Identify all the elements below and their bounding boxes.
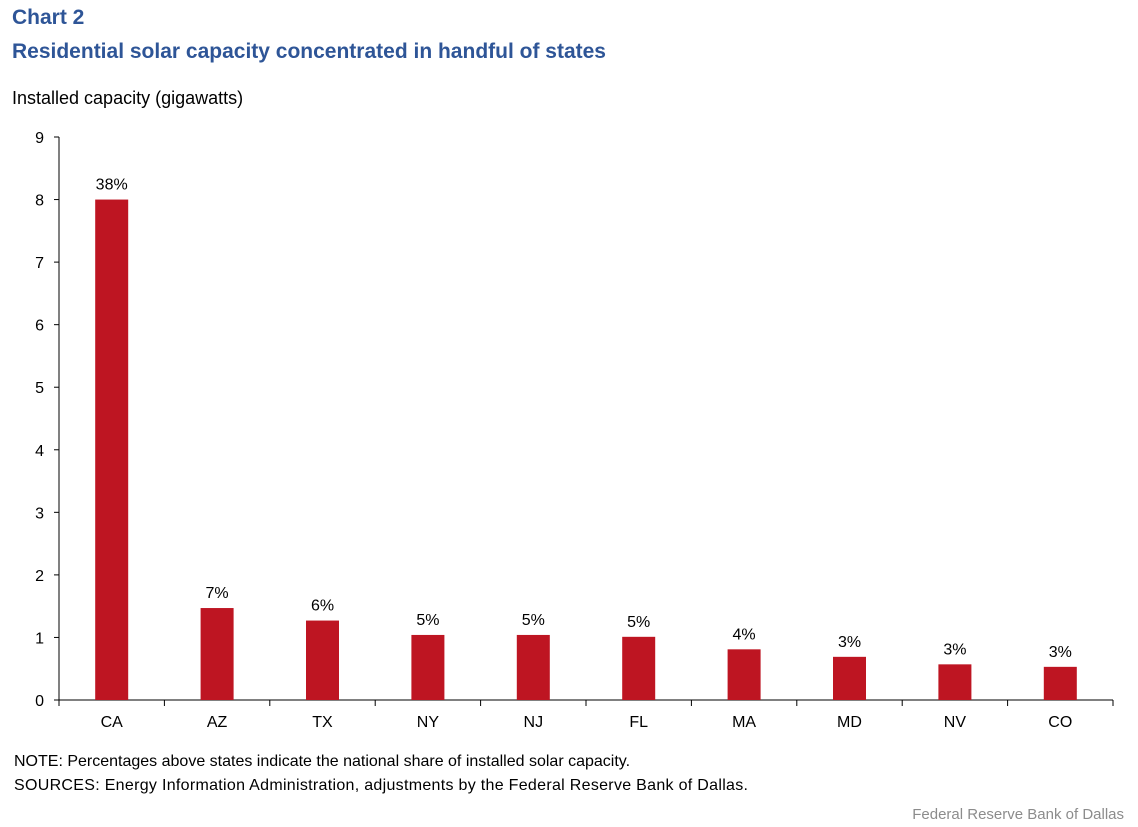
sources-text: SOURCES: Energy Information Administrati… — [14, 777, 749, 794]
bar-chart: 0 1 2 3 4 5 6 7 8 9 38% CA 7% AZ 6% TX 5% NY 5% NJ 5% FL 4% MA 3… — [35, 130, 1114, 731]
bar-co — [1043, 666, 1077, 700]
category-label-ma: MA — [732, 714, 756, 731]
y-tick-label: 9 — [35, 130, 44, 147]
category-label-md: MD — [837, 714, 862, 731]
category-label-nv: NV — [944, 714, 967, 731]
y-axis-label: Installed capacity (gigawatts) — [12, 88, 244, 108]
category-label-nj: NJ — [524, 714, 544, 731]
y-tick-label: 2 — [35, 568, 44, 585]
credit-text: Federal Reserve Bank of Dallas — [912, 806, 1124, 823]
y-tick-label: 5 — [35, 380, 44, 397]
y-tick-label: 4 — [35, 443, 44, 460]
data-label-md: 3% — [838, 634, 861, 651]
bar-nj — [516, 634, 550, 700]
category-label-fl: FL — [629, 714, 648, 731]
y-tick-label: 6 — [35, 318, 44, 335]
y-tick-label: 8 — [35, 193, 44, 210]
data-label-nv: 3% — [943, 641, 966, 658]
bar-tx — [306, 620, 339, 700]
chart-number: Chart 2 — [12, 6, 85, 29]
bar-ca — [95, 199, 129, 701]
bar-ny — [411, 634, 445, 700]
bar-md — [833, 656, 866, 700]
y-tick-label: 1 — [35, 630, 44, 647]
category-label-co: CO — [1048, 714, 1072, 731]
data-label-tx: 6% — [311, 598, 334, 615]
bar-fl — [622, 636, 656, 700]
data-label-ma: 4% — [733, 626, 756, 643]
bar-nv — [938, 664, 972, 700]
bar-ma — [727, 649, 761, 700]
y-tick-label: 0 — [35, 693, 44, 710]
y-tick-label: 7 — [35, 255, 44, 272]
category-label-tx: TX — [312, 714, 333, 731]
category-label-ca: CA — [101, 714, 124, 731]
data-label-ca: 38% — [96, 177, 128, 194]
data-label-co: 3% — [1049, 644, 1072, 661]
data-label-az: 7% — [206, 585, 229, 602]
category-label-az: AZ — [207, 714, 228, 731]
bar-az — [200, 608, 234, 700]
y-tick-label: 3 — [35, 505, 44, 522]
category-label-ny: NY — [417, 714, 440, 731]
chart-title: Residential solar capacity concentrated … — [12, 40, 606, 63]
note-text: NOTE: Percentages above states indicate … — [14, 753, 631, 770]
data-label-nj: 5% — [522, 612, 545, 629]
data-label-ny: 5% — [416, 612, 439, 629]
data-label-fl: 5% — [627, 614, 650, 631]
